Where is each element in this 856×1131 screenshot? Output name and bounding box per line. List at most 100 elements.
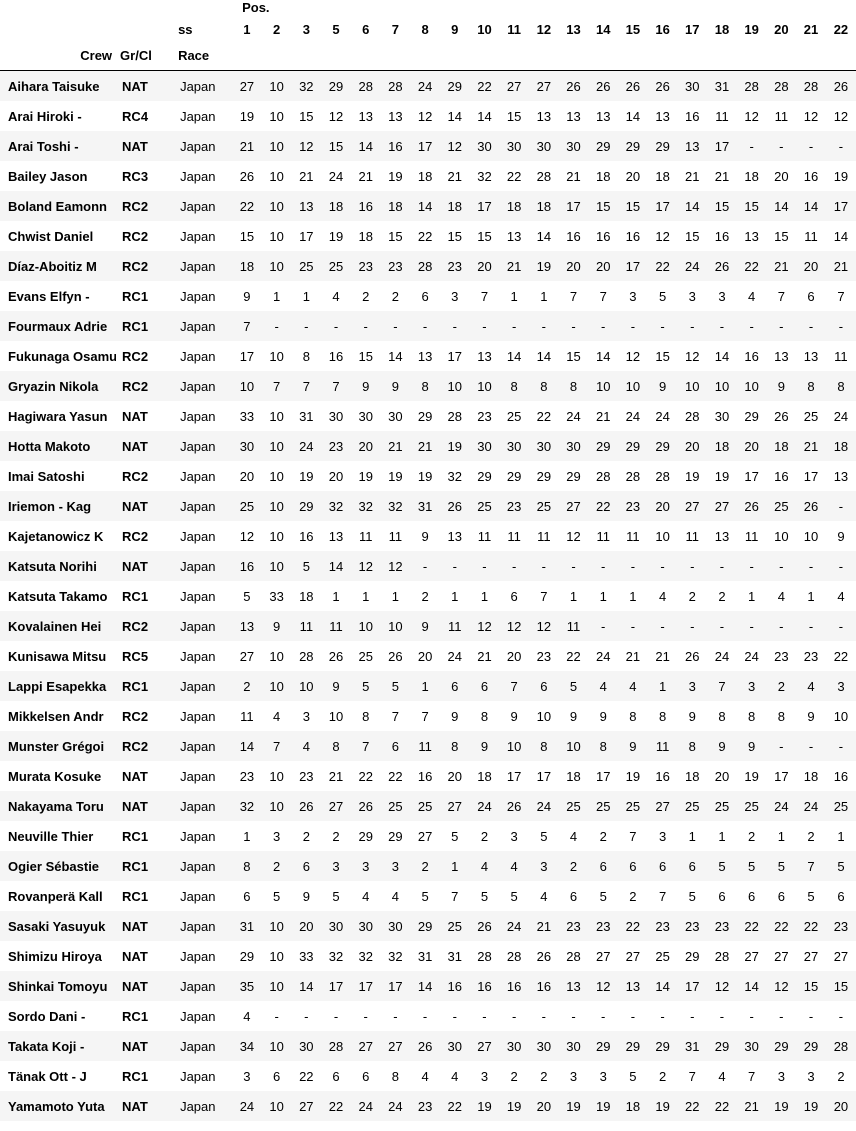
position-cell: 25 xyxy=(350,641,381,671)
position-cell: - xyxy=(796,311,826,341)
position-cell: - xyxy=(825,491,856,521)
stage-header-20[interactable]: 20 xyxy=(774,21,789,37)
position-cell: 10 xyxy=(796,521,826,551)
position-cell: 21 xyxy=(796,431,826,461)
position-cell: 10 xyxy=(825,701,856,731)
position-cell: 24 xyxy=(380,1091,411,1121)
race-column-header[interactable]: Race xyxy=(174,40,233,71)
position-cell: 2 xyxy=(410,851,440,881)
stage-header-22[interactable]: 22 xyxy=(833,21,849,37)
stage-header-10[interactable]: 10 xyxy=(477,21,492,37)
table-row: Kovalainen Hei RC2 Japan 13 9 11 11 10 10 9 11 12 12… xyxy=(0,611,856,641)
position-cell: 30 xyxy=(350,911,381,941)
group-class-cell: NAT xyxy=(116,941,175,971)
position-cell: 11 xyxy=(380,521,411,551)
stage-header-8[interactable]: 8 xyxy=(421,21,429,37)
position-cell: 15 xyxy=(618,191,648,221)
position-cell: 16 xyxy=(380,131,411,161)
crew-name-cell: Rovanperä Kall xyxy=(0,881,117,911)
position-cell: 12 xyxy=(291,131,322,161)
stage-header-1[interactable]: 1 xyxy=(243,21,251,37)
position-cell: 14 xyxy=(707,341,737,371)
stage-header-5[interactable]: 5 xyxy=(332,21,340,37)
position-cell: 13 xyxy=(232,611,262,641)
stage-header-15[interactable]: 15 xyxy=(625,21,641,37)
position-cell: 24 xyxy=(558,401,589,431)
group-class-cell: RC1 xyxy=(116,851,175,881)
position-cell: 3 xyxy=(232,1061,262,1091)
position-cell: 1 xyxy=(410,671,440,701)
position-cell: 19 xyxy=(825,161,856,191)
table-row: Chwist Daniel RC2 Japan 15 10 17 19 18 15 22 15 15 1… xyxy=(0,221,856,251)
position-cell: 17 xyxy=(825,191,856,221)
position-cell: 4 xyxy=(707,1061,737,1091)
position-cell: 10 xyxy=(261,791,292,821)
position-cell: 6 xyxy=(291,851,322,881)
stage-header-13[interactable]: 13 xyxy=(566,21,581,37)
position-cell: 26 xyxy=(707,251,737,281)
position-cell: 12 xyxy=(766,971,797,1001)
position-cell: 32 xyxy=(380,491,411,521)
position-cell: 11 xyxy=(796,221,826,251)
position-cell: 21 xyxy=(766,251,797,281)
position-cell: 17 xyxy=(321,971,351,1001)
stage-header-7[interactable]: 7 xyxy=(391,21,399,37)
position-cell: 8 xyxy=(766,701,797,731)
position-cell: 6 xyxy=(469,671,500,701)
position-cell: 8 xyxy=(588,731,619,761)
position-cell: 10 xyxy=(261,641,292,671)
position-cell: 5 xyxy=(380,671,411,701)
stage-header-2[interactable]: 2 xyxy=(272,21,281,37)
position-cell: 7 xyxy=(618,821,648,851)
position-cell: 6 xyxy=(677,851,708,881)
stage-header-14[interactable]: 14 xyxy=(595,21,611,37)
position-cell: 3 xyxy=(499,821,529,851)
stage-header-6[interactable]: 6 xyxy=(362,21,370,37)
position-cell: 1 xyxy=(380,581,411,611)
position-cell: 6 xyxy=(588,851,619,881)
position-cell: 2 xyxy=(469,821,500,851)
position-cell: 18 xyxy=(380,191,411,221)
position-cell: - xyxy=(707,551,737,581)
position-cell: 19 xyxy=(677,461,708,491)
crew-column-header[interactable]: Crew xyxy=(0,40,117,71)
position-cell: - xyxy=(677,551,708,581)
position-cell: 11 xyxy=(469,521,500,551)
position-cell: 14 xyxy=(528,221,559,251)
position-cell: 24 xyxy=(439,641,470,671)
position-cell: 28 xyxy=(321,1031,351,1061)
stage-header-18[interactable]: 18 xyxy=(714,21,730,37)
position-cell: - xyxy=(558,311,589,341)
table-row: Kunisawa Mitsu RC5 Japan 27 10 28 26 25 26 20 24 21… xyxy=(0,641,856,671)
stage-header-17[interactable]: 17 xyxy=(685,21,700,37)
position-cell: 12 xyxy=(469,611,500,641)
stage-header-12[interactable]: 12 xyxy=(536,21,552,37)
group-class-cell: NAT xyxy=(116,911,175,941)
position-cell: 27 xyxy=(321,791,351,821)
position-cell: 10 xyxy=(261,761,292,791)
position-cell: 9 xyxy=(261,611,292,641)
position-cell: 21 xyxy=(588,401,619,431)
position-cell: 11 xyxy=(588,521,619,551)
stage-header-11[interactable]: 11 xyxy=(507,21,522,37)
stage-header-3[interactable]: 3 xyxy=(302,21,310,37)
stage-header-19[interactable]: 19 xyxy=(744,21,759,37)
stage-header-9[interactable]: 9 xyxy=(451,21,459,37)
position-cell: 27 xyxy=(618,941,648,971)
race-cell: Japan xyxy=(174,101,233,131)
position-cell: 28 xyxy=(825,1031,856,1061)
stage-header-16[interactable]: 16 xyxy=(655,21,670,37)
position-cell: 27 xyxy=(410,821,440,851)
table-row: Nakayama Toru NAT Japan 32 10 26 27 26 25 25 27 24 2… xyxy=(0,791,856,821)
position-cell: 7 xyxy=(766,281,797,311)
position-cell: 3 xyxy=(439,281,470,311)
position-cell: 22 xyxy=(232,191,262,221)
position-cell: 5 xyxy=(647,281,678,311)
position-cell: 1 xyxy=(825,821,856,851)
table-row: Shimizu Hiroya NAT Japan 29 10 33 32 32 32 31 31 28… xyxy=(0,941,856,971)
group-column-header[interactable]: Gr/Cl xyxy=(116,40,175,71)
stage-header-21[interactable]: 21 xyxy=(803,21,819,37)
position-cell: 4 xyxy=(380,881,411,911)
position-cell: 26 xyxy=(766,401,797,431)
table-row: Imai Satoshi RC2 Japan 20 10 19 20 19 19 19 32 29 29… xyxy=(0,461,856,491)
